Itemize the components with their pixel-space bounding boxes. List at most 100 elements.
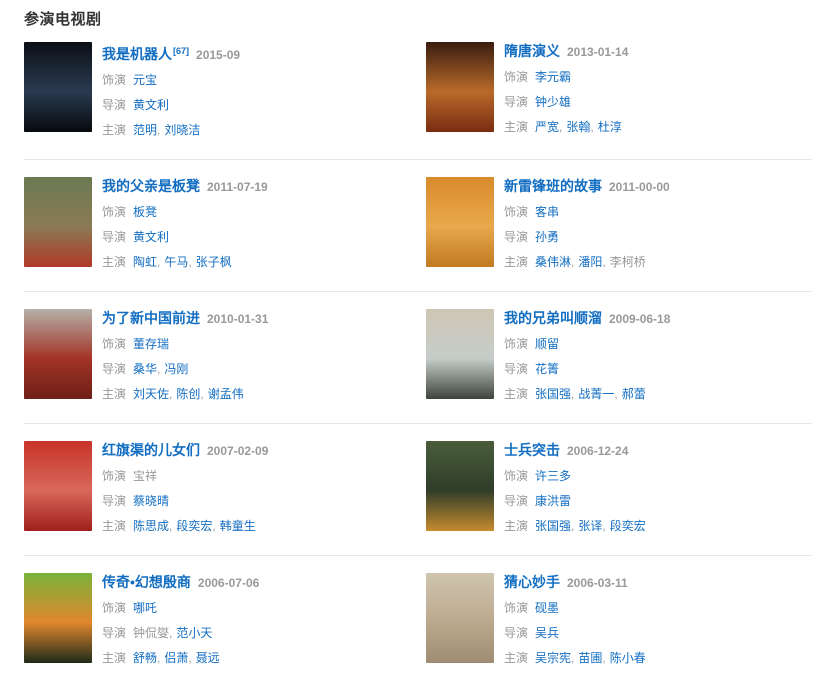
person-link[interactable]: 刘晓洁 <box>164 123 201 137</box>
role-row: 饰演 李元霸 <box>504 65 628 90</box>
release-date: 2011-00-00 <box>609 180 670 194</box>
person-link[interactable]: 陈小春 <box>609 651 646 665</box>
role-label: 饰演 <box>102 337 127 351</box>
comma-separator: , <box>559 120 563 134</box>
title-line: 我的父亲是板凳 2011-07-19 <box>102 177 268 197</box>
drama-poster[interactable] <box>426 177 494 267</box>
starring-row: 主演 桑伟淋, 潘阳, 李柯桥 <box>504 250 670 275</box>
drama-poster[interactable] <box>24 573 92 663</box>
drama-title-link[interactable]: 隋唐演义 <box>504 43 560 59</box>
drama-poster[interactable] <box>426 42 494 132</box>
drama-title-link[interactable]: 红旗渠的儿女们 <box>102 442 200 458</box>
drama-poster[interactable] <box>426 441 494 531</box>
drama-poster[interactable] <box>24 177 92 267</box>
comma-separator: , <box>571 255 575 269</box>
person-link[interactable]: 元宝 <box>133 73 158 87</box>
person-link[interactable]: 韩童生 <box>219 519 256 533</box>
title-line: 新雷锋班的故事 2011-00-00 <box>504 177 670 197</box>
person-link[interactable]: 严宽 <box>535 120 560 134</box>
title-line: 为了新中国前进 2010-01-31 <box>102 309 268 329</box>
person-link[interactable]: 战菁一 <box>578 387 615 401</box>
person-link[interactable]: 郝蕾 <box>621 387 646 401</box>
drama-info: 传奇•幻想殷商 2006-07-06 饰演 哪吒 导演 钟侃燮, 范小天 主演 舒畅, 侣萧… <box>102 573 259 671</box>
director-label: 导演 <box>102 626 127 640</box>
reference-link[interactable]: [67] <box>173 46 190 56</box>
person-link[interactable]: 苗圃 <box>578 651 603 665</box>
person-link[interactable]: 侣萧 <box>164 651 189 665</box>
drama-poster[interactable] <box>24 309 92 399</box>
person-link[interactable]: 陶虹 <box>133 255 158 269</box>
drama-poster[interactable] <box>426 309 494 399</box>
person-link[interactable]: 午马 <box>164 255 189 269</box>
drama-title-link[interactable]: 为了新中国前进 <box>102 310 200 326</box>
drama-title-link[interactable]: 新雷锋班的故事 <box>504 178 602 194</box>
person-link[interactable]: 段奕宏 <box>609 519 646 533</box>
comma-separator: , <box>571 387 575 401</box>
person-link[interactable]: 陈创 <box>176 387 201 401</box>
person-link[interactable]: 李元霸 <box>535 70 572 84</box>
person-link[interactable]: 舒畅 <box>133 651 158 665</box>
person-link[interactable]: 谢孟伟 <box>207 387 244 401</box>
person-link[interactable]: 范小天 <box>176 626 213 640</box>
person-link[interactable]: 砚墨 <box>535 601 560 615</box>
person-link[interactable]: 聂远 <box>195 651 220 665</box>
starring-label: 主演 <box>504 255 529 269</box>
person-link[interactable]: 吴兵 <box>535 626 560 640</box>
role-names: 哪吒 <box>133 601 157 615</box>
person-link[interactable]: 潘阳 <box>578 255 603 269</box>
person-link[interactable]: 张子枫 <box>195 255 232 269</box>
director-label: 导演 <box>504 95 529 109</box>
director-label: 导演 <box>102 494 127 508</box>
drama-title-link[interactable]: 传奇•幻想殷商 <box>102 574 191 590</box>
starring-label: 主演 <box>102 651 127 665</box>
drama-poster[interactable] <box>426 573 494 663</box>
person-link[interactable]: 桑伟淋 <box>535 255 572 269</box>
person-link[interactable]: 杜淳 <box>597 120 622 134</box>
person-link[interactable]: 桑华 <box>133 362 158 376</box>
person-link[interactable]: 顺留 <box>535 337 560 351</box>
role-names: 元宝 <box>133 73 157 87</box>
person-link[interactable]: 花箐 <box>535 362 560 376</box>
role-label: 饰演 <box>102 601 127 615</box>
person-link[interactable]: 康洪雷 <box>535 494 572 508</box>
drama-title-link[interactable]: 我的兄弟叫顺溜 <box>504 310 602 326</box>
person-link[interactable]: 张国强 <box>535 519 572 533</box>
person-link[interactable]: 吴宗宪 <box>535 651 572 665</box>
drama-title-link[interactable]: 猜心妙手 <box>504 574 560 590</box>
role-row: 饰演 许三多 <box>504 464 646 489</box>
person-link[interactable]: 董存瑞 <box>133 337 170 351</box>
person-link[interactable]: 哪吒 <box>133 601 158 615</box>
release-date: 2006-03-11 <box>567 576 628 590</box>
person-link[interactable]: 张国强 <box>535 387 572 401</box>
release-date: 2006-12-24 <box>567 444 629 458</box>
person-link[interactable]: 陈思成 <box>133 519 170 533</box>
director-row: 导演 孙勇 <box>504 225 670 250</box>
person-link[interactable]: 张译 <box>578 519 603 533</box>
drama-poster[interactable] <box>24 441 92 531</box>
person-link[interactable]: 冯刚 <box>164 362 189 376</box>
person-link[interactable]: 板凳 <box>133 205 158 219</box>
person-link[interactable]: 钟少雄 <box>535 95 572 109</box>
person-link[interactable]: 刘天佐 <box>133 387 170 401</box>
drama-item: 隋唐演义 2013-01-14 饰演 李元霸 导演 钟少雄 主演 严宽, 张翰, 杜淳 <box>426 42 812 143</box>
title-line: 传奇•幻想殷商 2006-07-06 <box>102 573 259 593</box>
drama-title-link[interactable]: 我是机器人 <box>102 46 172 62</box>
person-link[interactable]: 黄文利 <box>133 230 170 244</box>
person-link[interactable]: 蔡晓晴 <box>133 494 170 508</box>
drama-title-link[interactable]: 士兵突击 <box>504 442 560 458</box>
person-link[interactable]: 黄文利 <box>133 98 170 112</box>
starring-row: 主演 吴宗宪, 苗圃, 陈小春 <box>504 646 646 671</box>
person-link[interactable]: 范明 <box>133 123 158 137</box>
drama-item: 我是机器人[67] 2015-09 饰演 元宝 导演 黄文利 主演 范明, 刘晓洁 <box>24 42 410 143</box>
role-names: 宝祥 <box>133 469 157 483</box>
director-label: 导演 <box>102 362 127 376</box>
starring-label: 主演 <box>102 387 127 401</box>
person-link[interactable]: 段奕宏 <box>176 519 213 533</box>
drama-poster[interactable] <box>24 42 92 132</box>
person-link[interactable]: 张翰 <box>566 120 591 134</box>
person-link[interactable]: 孙勇 <box>535 230 560 244</box>
person-link[interactable]: 许三多 <box>535 469 572 483</box>
director-label: 导演 <box>504 626 529 640</box>
drama-title-link[interactable]: 我的父亲是板凳 <box>102 178 200 194</box>
person-link[interactable]: 客串 <box>535 205 560 219</box>
